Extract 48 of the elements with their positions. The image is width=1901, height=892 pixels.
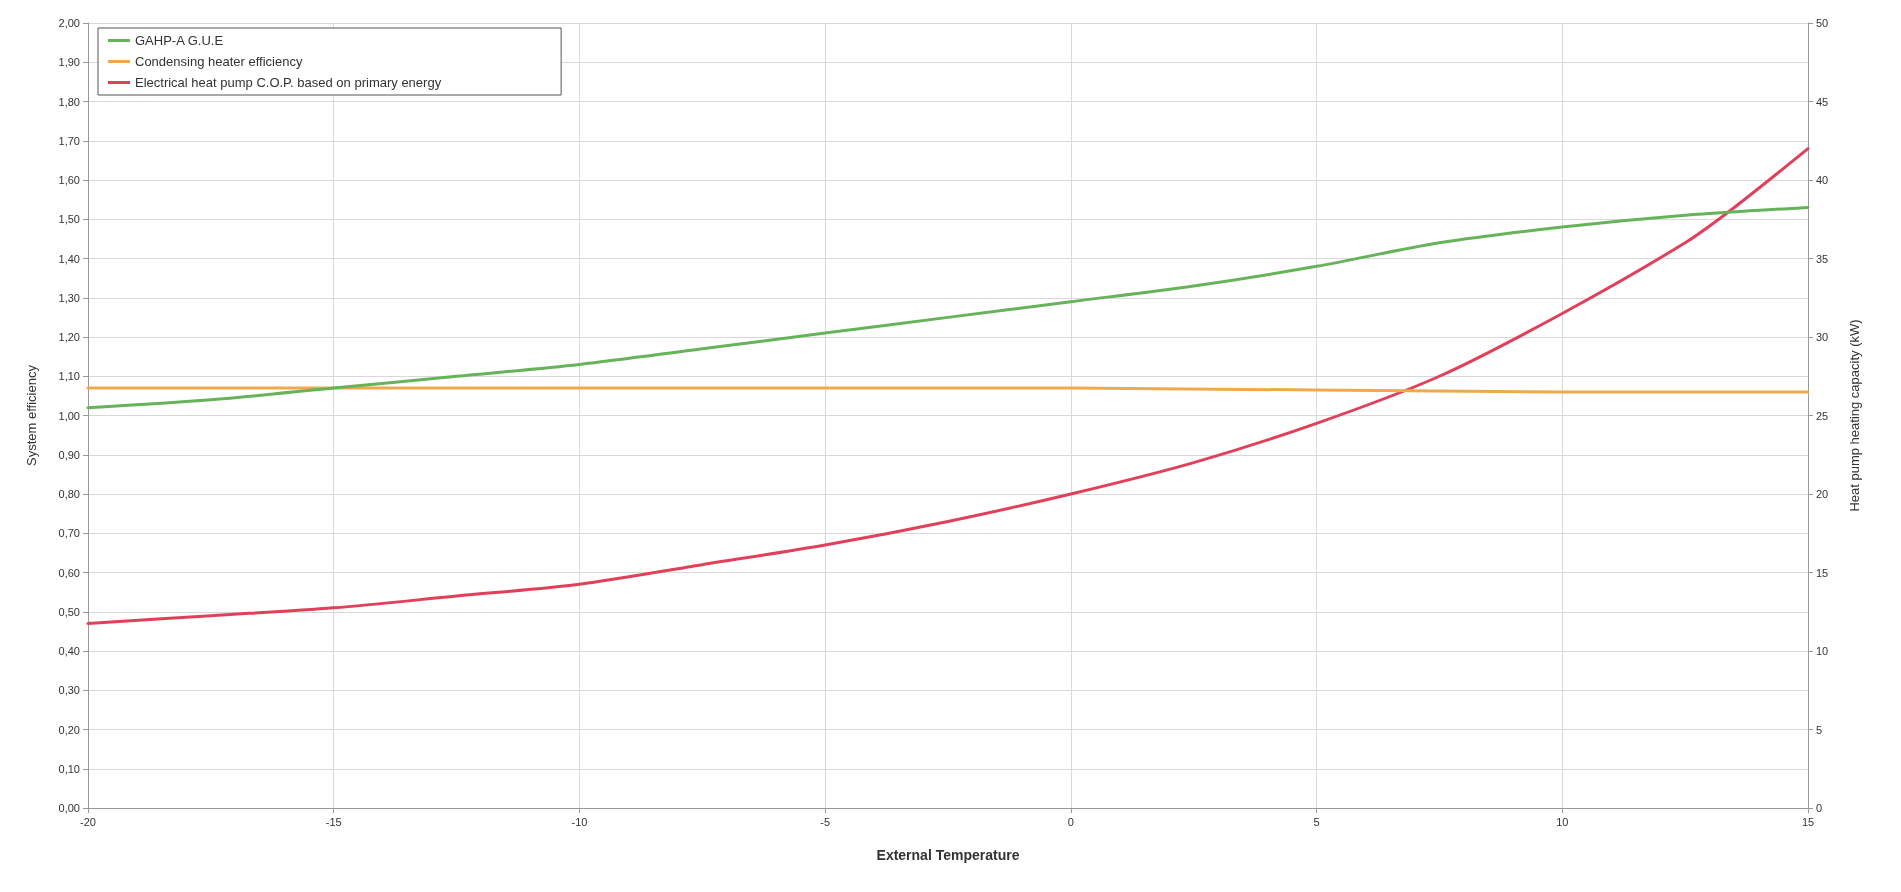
y2-tick-label: 30 (1816, 331, 1829, 343)
y-tick-label: 0,40 (58, 645, 80, 657)
y-tick-label: 0,50 (58, 605, 80, 618)
y-tick-label: 1,70 (58, 134, 80, 147)
y-tick-label: 0,60 (58, 566, 80, 579)
y-tick-label: 1,10 (58, 370, 80, 383)
x-tick-label: 0 (1067, 815, 1074, 828)
x-tick-label: -10 (571, 815, 588, 828)
y-tick-label: 1,00 (58, 409, 80, 422)
line-series (86, 205, 1810, 410)
line-series (86, 147, 1810, 626)
y-tick-label: 1,80 (58, 95, 80, 108)
y-tick-label: 2,00 (58, 17, 80, 29)
x-tick-label: -20 (80, 815, 96, 828)
x-tick-label: -5 (820, 815, 831, 828)
y2-tick-label: 0 (1816, 802, 1823, 814)
x-tick-label: 5 (1313, 815, 1320, 828)
y-tick-label: 0,10 (58, 762, 80, 775)
y2-tick-label: 20 (1816, 488, 1829, 500)
y2-tick-label: 15 (1816, 566, 1829, 579)
y-axis-title: System efficiency (24, 364, 39, 466)
y-tick-label: 0,20 (58, 723, 80, 736)
y-tick-label: 0,90 (58, 448, 80, 461)
y-tick-label: 1,90 (58, 56, 80, 69)
x-tick-label: 10 (1556, 815, 1569, 828)
y-tick-label: 1,30 (58, 291, 80, 304)
legend-label: GAHP-A G.U.E (135, 33, 224, 48)
y-tick-label: 0,70 (58, 527, 80, 540)
y-tick-label: 1,50 (58, 213, 80, 226)
y2-tick-label: 10 (1816, 645, 1829, 657)
y-tick-label: 1,60 (58, 174, 80, 186)
y2-tick-label: 25 (1816, 409, 1829, 422)
legend-label: Electrical heat pump C.O.P. based on primary energy (135, 75, 442, 90)
y-tick-label: 0,00 (58, 802, 80, 814)
x-tick-label: -15 (325, 815, 342, 828)
y2-tick-label: 35 (1816, 252, 1829, 265)
legend-label: Condensing heater efficiency (135, 54, 303, 69)
y2-tick-label: 40 (1816, 174, 1829, 186)
x-axis-title: External Temperature (876, 847, 1020, 863)
y-tick-label: 0,80 (58, 488, 80, 500)
y2-axis-title: Heat pump heating capacity (kW) (1847, 319, 1862, 512)
y-tick-label: 1,40 (58, 252, 80, 265)
y-tick-label: 1,20 (58, 331, 80, 343)
y2-tick-label: 50 (1816, 17, 1829, 29)
y-tick-label: 0,30 (58, 684, 80, 697)
y2-tick-label: 5 (1816, 723, 1823, 736)
x-tick-label: 15 (1801, 815, 1815, 828)
y2-tick-label: 45 (1816, 95, 1829, 108)
